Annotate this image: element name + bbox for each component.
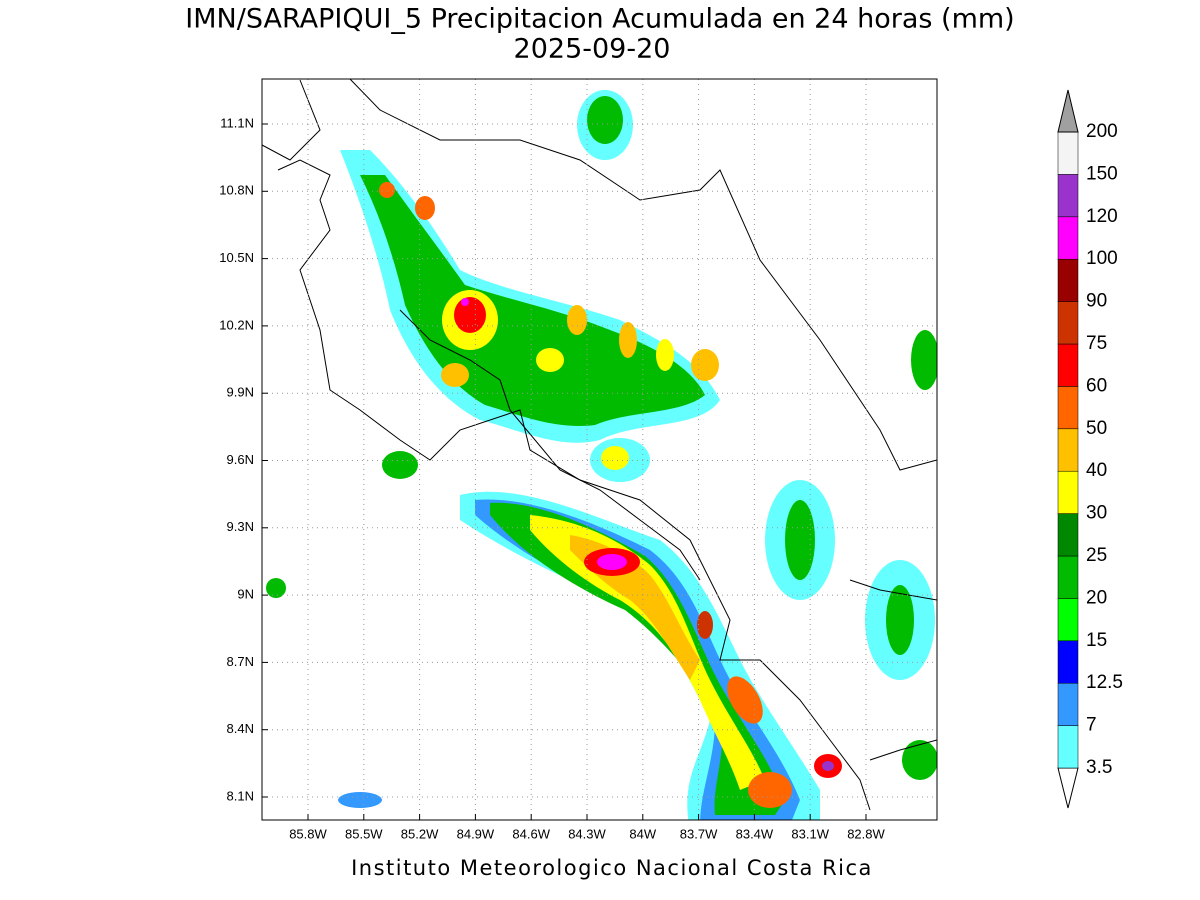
x-tick-label: 83.4W: [736, 826, 774, 841]
colorbar-segment: [1057, 301, 1079, 345]
y-tick-label: 9.3N: [227, 519, 254, 534]
x-tick-label: 84W: [629, 826, 656, 841]
colorbar-segment: [1057, 428, 1079, 472]
x-tick-label: 84.9W: [457, 826, 495, 841]
y-tick-label: 8.4N: [227, 721, 254, 736]
colorbar-segment: [1057, 386, 1079, 430]
x-tick-label: 83.7W: [680, 826, 718, 841]
colorbar-segment: [1057, 555, 1079, 599]
colorbar-segment: [1057, 470, 1079, 514]
colorbar-segment: [1057, 258, 1079, 302]
y-tick-label: 9N: [237, 587, 254, 602]
colorbar-segment: [1057, 725, 1079, 769]
x-tick-label: 85.5W: [345, 826, 383, 841]
x-tick-label: 82.8W: [847, 826, 885, 841]
x-tick-label: 84.6W: [512, 826, 550, 841]
colorbar-below: [1057, 767, 1079, 809]
y-tick-label: 10.8N: [219, 183, 254, 198]
colorbar-segment: [1057, 513, 1079, 557]
colorbar-label: 25: [1086, 545, 1107, 566]
colorbar-label: 75: [1086, 333, 1107, 354]
colorbar-label: 90: [1086, 291, 1107, 312]
y-tick-label: 11.1N: [220, 115, 254, 130]
colorbar-label: 50: [1086, 418, 1107, 439]
colorbar: 3.5 7 12.5 15 20 25 30 40 50 60 75 90 100 120 150 200: [1057, 89, 1123, 809]
colorbar-label: 7: [1086, 715, 1097, 736]
colorbar-label: 15: [1086, 630, 1107, 651]
colorbar-segment: [1057, 131, 1079, 175]
colorbar-segment: [1057, 343, 1079, 387]
colorbar-label: 3.5: [1086, 757, 1112, 778]
x-tick-label: 83.1W: [791, 826, 829, 841]
colorbar-segment: [1057, 216, 1079, 260]
colorbar-segment: [1057, 682, 1079, 726]
y-tick-label: 9.9N: [227, 385, 254, 400]
colorbar-segment: [1057, 174, 1079, 218]
x-tick-label: 85.2W: [401, 826, 439, 841]
colorbar-label: 12.5: [1086, 672, 1123, 693]
colorbar-label: 20: [1086, 587, 1107, 608]
colorbar-label: 40: [1086, 460, 1107, 481]
x-tick-label: 85.8W: [289, 826, 327, 841]
x-tick-label: 84.3W: [568, 826, 606, 841]
colorbar-label: 150: [1086, 163, 1118, 184]
y-tick-label: 9.6N: [227, 452, 254, 467]
y-tick-label: 10.2N: [219, 317, 254, 332]
y-tick-label: 10.5N: [219, 250, 254, 265]
colorbar-label: 200: [1086, 121, 1118, 142]
y-tick-label: 8.1N: [227, 788, 254, 803]
y-tick-label: 8.7N: [227, 654, 254, 669]
colorbar-segment: [1057, 640, 1079, 684]
subtitle: 2025-09-20: [514, 34, 671, 65]
axes: 85.8W 85.5W 85.2W 84.9W 84.6W 84.3W 84W 83.7W 83…: [219, 79, 937, 841]
colorbar-above: [1057, 89, 1079, 133]
colorbar-label: 30: [1086, 503, 1107, 524]
colorbar-label: 60: [1086, 375, 1107, 396]
map-frame: [261, 78, 938, 821]
colorbar-segment: [1057, 598, 1079, 642]
title: IMN/SARAPIQUI_5 Precipitacion Acumulada …: [185, 4, 1014, 35]
precipitation-field: [262, 79, 937, 820]
colorbar-label: 100: [1086, 248, 1118, 269]
footer: Instituto Meteorologico Nacional Costa R…: [351, 856, 873, 880]
colorbar-label: 120: [1086, 206, 1118, 227]
